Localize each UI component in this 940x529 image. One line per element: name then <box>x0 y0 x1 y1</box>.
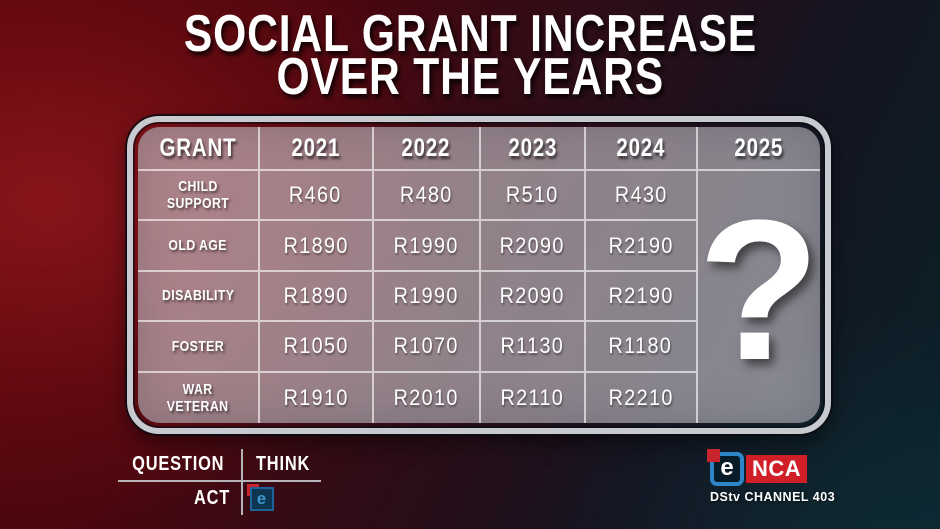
enca-e-icon: e <box>707 449 744 486</box>
enca-logo: e NCA <box>707 449 830 486</box>
cell-disability-2022: R1990 <box>371 271 479 323</box>
page-title: SOCIAL GRANT INCREASE OVER THE YEARS <box>0 5 940 106</box>
cell-foster-2024: R1180 <box>583 322 696 373</box>
campaign-think: THINK <box>243 449 321 482</box>
question-mark: ? <box>697 179 820 402</box>
question-think-act-lockup: QUESTION THINK ACT e <box>118 449 321 515</box>
column-header-2022: 2022 <box>371 127 479 171</box>
cell-war-veteran-2021: R1910 <box>257 372 372 423</box>
cell-foster-2022: R1070 <box>371 322 479 373</box>
cell-old-age-2022: R1990 <box>371 221 479 272</box>
row-label-old-age: OLD AGE <box>138 221 258 272</box>
enca-logo-lockup: e NCA DStv CHANNEL 403 <box>707 449 836 504</box>
cell-child-support-2022: R480 <box>371 171 479 222</box>
cell-old-age-2023: R2090 <box>478 221 584 272</box>
cell-child-support-2023: R510 <box>478 171 584 222</box>
cell-disability-2023: R2090 <box>478 271 584 323</box>
campaign-e-logo-cell: e <box>243 482 321 515</box>
campaign-act: ACT <box>118 482 243 515</box>
cell-2025-unknown: ? <box>695 171 820 423</box>
enca-mini-e-icon: e <box>247 483 274 511</box>
title-line-1: SOCIAL GRANT INCREASE <box>183 5 757 63</box>
cell-disability-2024: R2190 <box>583 271 696 323</box>
grants-table-card: GRANT 2021 2022 2023 2024 2025 CHILD SUP… <box>127 116 831 434</box>
cell-child-support-2024: R430 <box>583 171 696 222</box>
enca-nca-wordmark: NCA <box>746 455 808 483</box>
cell-war-veteran-2023: R2110 <box>478 372 584 423</box>
grants-table: GRANT 2021 2022 2023 2024 2025 CHILD SUP… <box>138 127 820 423</box>
cell-child-support-2021: R460 <box>257 171 372 222</box>
cell-old-age-2021: R1890 <box>257 221 372 272</box>
column-header-2021: 2021 <box>257 127 372 171</box>
cell-foster-2023: R1130 <box>478 322 584 373</box>
row-label-child-support: CHILD SUPPORT <box>138 171 258 222</box>
title-line-2: OVER THE YEARS <box>276 48 664 106</box>
column-header-2024: 2024 <box>583 127 696 171</box>
cell-foster-2021: R1050 <box>257 322 372 373</box>
dstv-channel-tagline: DStv CHANNEL 403 <box>710 490 836 504</box>
column-header-grant: GRANT <box>138 127 258 171</box>
column-header-2025: 2025 <box>695 127 820 171</box>
column-header-2023: 2023 <box>478 127 584 171</box>
cell-old-age-2024: R2190 <box>583 221 696 272</box>
row-label-war-veteran: WAR VETERAN <box>167 380 229 415</box>
campaign-question: QUESTION <box>118 449 243 482</box>
cell-disability-2021: R1890 <box>257 271 372 323</box>
cell-war-veteran-2022: R2010 <box>371 372 479 423</box>
cell-war-veteran-2024: R2210 <box>583 372 696 423</box>
row-label-disability: DISABILITY <box>138 272 258 323</box>
row-label-foster: FOSTER <box>138 322 258 373</box>
